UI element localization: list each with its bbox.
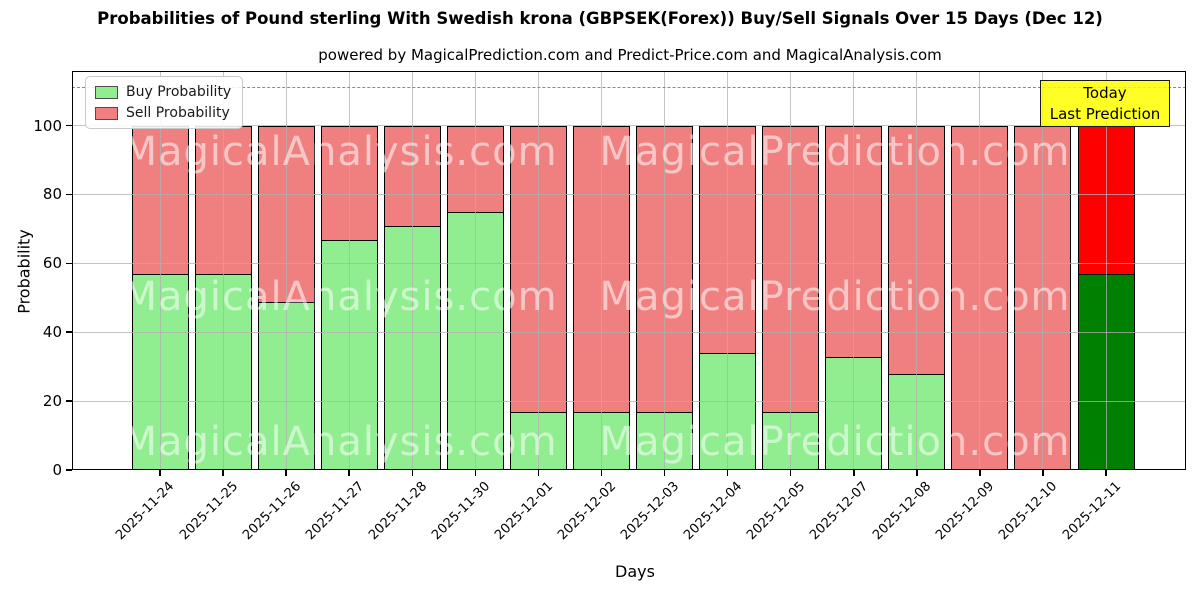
h-gridline [72, 400, 1186, 402]
v-gridline [727, 71, 729, 470]
today-annotation-box: Today Last Prediction [1040, 80, 1170, 127]
y-tick-label: 80 [42, 185, 62, 204]
h-gridline [72, 193, 1186, 195]
v-gridline [916, 71, 918, 470]
x-tick [222, 470, 224, 476]
x-tick-label: 2025-12-09 [933, 479, 998, 544]
x-tick-label: 2025-12-02 [555, 479, 620, 544]
legend-label-sell: Sell Probability [126, 105, 230, 121]
x-tick [663, 470, 666, 476]
v-gridline [1042, 71, 1044, 470]
h-gridline [72, 262, 1186, 264]
x-tick [285, 470, 287, 476]
x-axis-label: Days [615, 562, 655, 581]
x-tick [159, 470, 161, 476]
v-gridline [474, 71, 476, 470]
x-tick-label: 2025-12-04 [681, 479, 746, 544]
v-gridline [411, 71, 413, 470]
y-tick [66, 331, 72, 333]
watermark-text: MagicalPrediction.com [599, 274, 1071, 320]
y-axis-label: Probability [14, 229, 34, 314]
v-gridline [348, 71, 350, 470]
y-tick-label: 100 [33, 116, 62, 135]
chart-title: Probabilities of Pound sterling With Swe… [97, 9, 1103, 28]
x-tick-label: 2025-11-24 [113, 479, 178, 544]
y-tick [66, 262, 72, 265]
today-annotation-line2: Last Prediction [1049, 104, 1161, 123]
y-tick [66, 400, 72, 402]
v-gridline [222, 71, 224, 470]
y-tick-label: 60 [42, 254, 62, 273]
v-gridline [664, 71, 666, 470]
plot-area: MagicalAnalysis.com MagicalPrediction.com… [72, 71, 1186, 470]
x-tick [853, 470, 855, 476]
legend-item-sell: Sell Probability [95, 105, 231, 121]
v-gridline [790, 71, 792, 470]
y-tick-label: 0 [52, 461, 62, 479]
x-tick-label: 2025-12-11 [1059, 479, 1124, 544]
x-tick [474, 470, 477, 476]
x-tick [979, 470, 981, 476]
v-gridline [285, 71, 287, 470]
legend-label-buy: Buy Probability [126, 84, 232, 100]
x-tick-label: 2025-12-01 [491, 479, 557, 544]
y-tick-label: 20 [42, 392, 62, 411]
v-gridline [537, 71, 539, 470]
x-tick [1042, 470, 1044, 476]
x-tick-label: 2025-12-05 [744, 479, 809, 544]
y-tick-label: 40 [42, 323, 62, 342]
y-tick [66, 193, 72, 196]
x-tick [537, 470, 540, 476]
watermark-text: MagicalAnalysis.com [122, 129, 558, 175]
v-gridline [853, 71, 855, 470]
y-tick [66, 124, 72, 127]
x-tick-label: 2025-12-07 [807, 479, 872, 544]
x-tick-label: 2025-12-10 [996, 479, 1061, 544]
h-gridline [72, 125, 1186, 127]
today-annotation-line1: Today [1083, 83, 1127, 102]
buy-swatch-icon [95, 85, 118, 99]
x-tick-label: 2025-12-08 [870, 479, 935, 544]
v-gridline [979, 71, 981, 470]
x-tick [726, 470, 729, 476]
x-tick-label: 2025-11-30 [428, 479, 493, 544]
watermark-text: MagicalPrediction.com [599, 419, 1071, 465]
x-tick-label: 2025-11-28 [365, 479, 430, 544]
reference-line-110 [72, 87, 1186, 88]
legend: Buy Probability Sell Probability [85, 76, 244, 129]
legend-item-buy: Buy Probability [95, 84, 231, 100]
v-gridline [600, 71, 602, 470]
watermark-text: MagicalAnalysis.com [122, 274, 558, 320]
sell-swatch-icon [95, 106, 118, 120]
watermark-text: MagicalPrediction.com [599, 129, 1071, 175]
x-tick-label: 2025-11-26 [239, 479, 304, 544]
x-tick [1105, 470, 1107, 476]
x-tick [411, 470, 414, 476]
x-tick [916, 470, 918, 476]
x-tick-label: 2025-12-03 [618, 479, 683, 544]
chart-subtitle: powered by MagicalPrediction.com and Pre… [318, 46, 942, 64]
v-gridline [1105, 71, 1107, 470]
x-tick-label: 2025-11-27 [302, 479, 367, 544]
x-tick [600, 470, 603, 476]
watermark-text: MagicalAnalysis.com [122, 419, 558, 465]
x-tick [789, 470, 792, 476]
y-tick [66, 469, 72, 471]
v-gridline [159, 71, 161, 470]
x-tick [348, 470, 350, 476]
x-tick-label: 2025-11-25 [176, 479, 241, 544]
h-gridline [72, 331, 1186, 333]
